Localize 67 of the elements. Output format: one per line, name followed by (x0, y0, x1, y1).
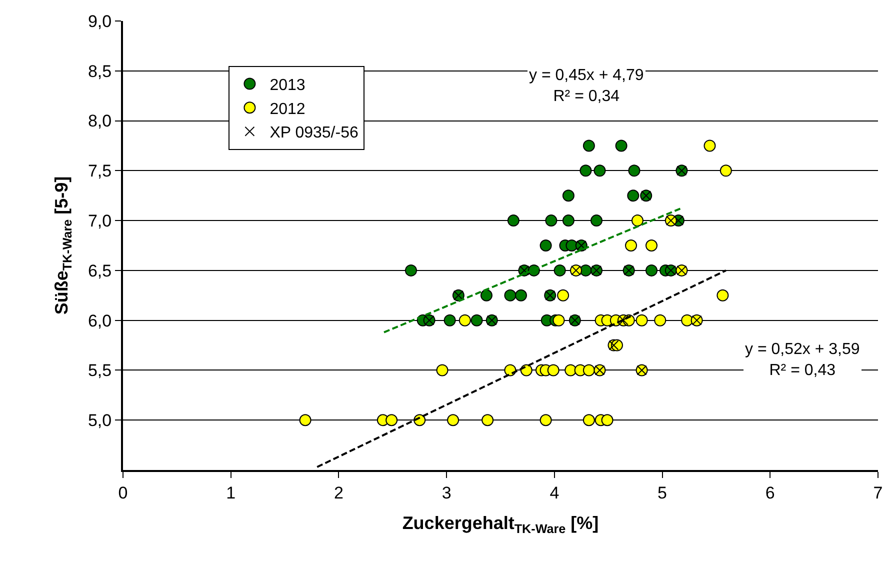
y-tick-label: 7,0 (88, 212, 112, 231)
point (681, 314, 694, 326)
point (447, 414, 460, 426)
point (540, 414, 552, 426)
legend-label: 2012 (270, 100, 306, 118)
point (564, 364, 577, 376)
legend-label: XP 0935/-56 (270, 124, 358, 142)
point (557, 289, 570, 302)
x-tick-label: 2 (334, 483, 344, 502)
point (540, 240, 552, 252)
point (562, 190, 574, 202)
point (628, 164, 640, 177)
point (566, 240, 578, 252)
legend-label: 2013 (270, 77, 306, 94)
y-tick-label: 6,0 (88, 311, 112, 330)
x-tick-label: 4 (550, 483, 560, 502)
point (299, 414, 312, 426)
point (507, 214, 520, 227)
point (627, 190, 640, 202)
y-tick-label: 8,5 (88, 62, 112, 81)
point (504, 289, 516, 302)
point (601, 414, 614, 426)
point (636, 314, 648, 326)
y-tick-label: 8,0 (88, 112, 112, 131)
point (480, 289, 492, 302)
point (582, 140, 595, 152)
point (562, 214, 574, 227)
point (404, 264, 417, 276)
point (615, 140, 628, 152)
point (444, 314, 456, 326)
point (458, 314, 471, 326)
point (582, 364, 595, 376)
point (482, 414, 494, 426)
point (646, 240, 658, 252)
x-tick-label: 5 (658, 483, 668, 502)
point (386, 414, 398, 426)
point (594, 164, 606, 177)
point (716, 289, 729, 302)
point (470, 314, 483, 326)
point (552, 314, 565, 326)
annotation: y = 0,52x + 3,59 R² = 0,43 (745, 341, 860, 379)
annotation: y = 0,45x + 4,79 R² = 0,34 (529, 67, 644, 105)
y-tick-label: 7,5 (88, 162, 112, 181)
y-tick-label: 5,5 (88, 361, 112, 380)
y-tick-label: 6,5 (88, 261, 112, 280)
point (625, 240, 638, 252)
point (580, 164, 592, 177)
point (582, 414, 595, 426)
point (631, 214, 644, 227)
x-tick-label: 0 (118, 483, 128, 502)
point (514, 289, 527, 302)
point (704, 140, 716, 152)
point (654, 314, 666, 326)
x-axis-title: Zuckergehalt$_{TK-Ware}$ [%] (402, 513, 599, 536)
point (590, 214, 602, 227)
point (547, 364, 560, 376)
point (436, 364, 448, 376)
point (720, 164, 732, 177)
y-tick-label: 5,0 (88, 411, 112, 430)
x-tick-label: 6 (765, 483, 775, 502)
point (545, 214, 558, 227)
x-tick-label: 1 (226, 483, 236, 502)
point (646, 264, 658, 276)
x-tick-label: 7 (873, 483, 883, 502)
point (554, 264, 566, 276)
x-tick-label: 3 (442, 483, 452, 502)
y-tick-label: 9,0 (88, 12, 112, 31)
